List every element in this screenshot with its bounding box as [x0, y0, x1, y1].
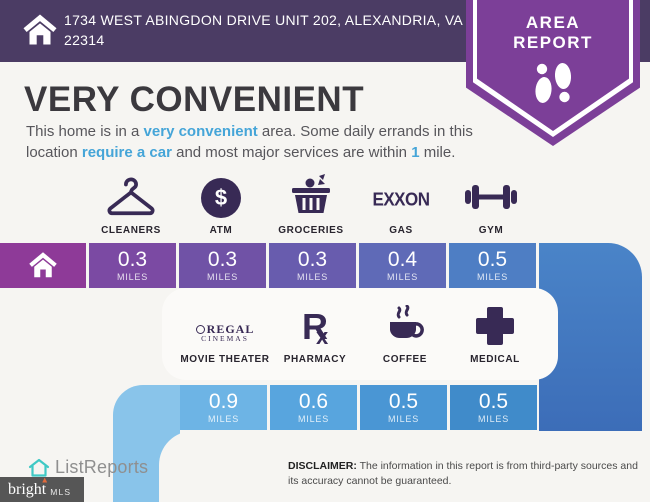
distance-cell: 0.3 MILES: [269, 243, 356, 288]
disclaimer-label: DISCLAIMER:: [288, 460, 357, 472]
badge-line2: REPORT: [513, 33, 593, 53]
listreports-wordmark: ListReports: [55, 457, 149, 477]
distance-unit: MILES: [387, 414, 419, 424]
poi-label: GYM: [478, 225, 504, 236]
summary-pre: This home is in a: [26, 123, 144, 140]
distance-unit: MILES: [207, 414, 239, 424]
distance-cell: 0.5 MILES: [449, 243, 536, 288]
summary-mid2: and most major services are within: [171, 144, 412, 161]
distance-value: 0.5: [388, 390, 419, 413]
summary-text: This home is in a very convenient area. …: [26, 121, 474, 163]
home-icon: [23, 14, 57, 45]
distance-cell: 0.3 MILES: [179, 243, 266, 288]
cinemas-word: CINEMAS: [201, 334, 249, 344]
distance-cell: 0.5 MILES: [450, 385, 537, 430]
rx-r: R: [302, 306, 328, 347]
distance-cell: 0.9 MILES: [180, 385, 267, 430]
route-home-cell: [0, 243, 86, 288]
distance-value: 0.3: [207, 248, 238, 271]
distance-cell: 0.4 MILES: [359, 243, 446, 288]
distance-unit: MILES: [297, 414, 329, 424]
dumbbell-icon: [465, 185, 517, 209]
regal-emblem-icon: [195, 325, 205, 335]
summary-highlight-2: require a car: [81, 144, 172, 161]
poi-label: COFFEE: [382, 354, 428, 365]
distance-value: 0.5: [478, 390, 509, 413]
poi-label: PHARMACY: [283, 354, 347, 365]
disclaimer-body: The information in this report is from t…: [288, 460, 638, 488]
bright-mls-logo: bright MLS: [0, 477, 84, 502]
listreports-house-icon: [28, 458, 50, 477]
summary-post: mile.: [419, 144, 456, 161]
poi-pharmacy: R x PHARMACY: [270, 305, 360, 366]
poi-medical: MEDICAL: [450, 305, 540, 365]
poi-gym: GYM: [446, 170, 536, 236]
poi-atm: $ ATM: [176, 170, 266, 236]
poi-label: CLEANERS: [101, 225, 161, 236]
page-title: VERY CONVENIENT: [24, 80, 365, 119]
bright-wordmark: bright: [8, 477, 48, 499]
summary-highlight-3: 1: [411, 144, 420, 161]
summary-highlight-1: very convenient: [143, 123, 258, 140]
poi-label: GROCERIES: [278, 225, 344, 236]
exxon-logo: EXXON: [372, 189, 430, 210]
regal-cinemas-logo: REGAL CINEMAS: [195, 321, 255, 344]
medical-cross-icon: [476, 307, 514, 345]
property-address: 1734 WEST ABINGDON DRIVE UNIT 202, ALEXA…: [64, 12, 463, 49]
coffee-cup-icon: [390, 305, 424, 339]
distance-value: 0.9: [208, 390, 239, 413]
distance-value: 0.5: [477, 248, 508, 271]
poi-label: MOVIE THEATER: [180, 354, 270, 365]
distance-value: 0.6: [298, 390, 329, 413]
distance-cell: 0.5 MILES: [360, 385, 447, 430]
dollar-sign: $: [214, 185, 228, 210]
area-report-badge: AREA REPORT: [466, 0, 640, 146]
poi-label: MEDICAL: [470, 354, 520, 365]
hanger-icon: [107, 177, 155, 216]
distance-value: 0.3: [297, 248, 328, 271]
regal-word: REGAL: [206, 321, 255, 336]
rx-icon: R x: [295, 306, 335, 350]
rx-x: x: [316, 324, 329, 349]
distance-unit: MILES: [296, 272, 328, 282]
distance-cell: 0.3 MILES: [89, 243, 176, 288]
mls-suffix: MLS: [50, 486, 72, 497]
poi-movie-theater: REGAL CINEMAS MOVIE THEATER: [180, 305, 270, 365]
poi-label: ATM: [209, 225, 233, 236]
poi-gas: EXXON GAS: [356, 170, 446, 236]
bright-tick-icon: [42, 477, 48, 483]
distance-value: 0.4: [387, 248, 418, 271]
listreports-logo: ListReports: [28, 457, 148, 478]
badge-line1: AREA: [525, 13, 581, 32]
basket-icon: [292, 174, 330, 213]
distance-unit: MILES: [116, 272, 148, 282]
distance-unit: MILES: [476, 272, 508, 282]
poi-coffee: COFFEE: [360, 305, 450, 365]
dollar-coin-icon: $: [201, 178, 241, 218]
distance-unit: MILES: [477, 414, 509, 424]
home-icon: [29, 251, 57, 277]
disclaimer-text: DISCLAIMER: The information in this repo…: [288, 459, 640, 489]
distance-unit: MILES: [386, 272, 418, 282]
summary-mid1: area. Some daily errands in this locatio…: [26, 123, 473, 161]
poi-cleaners: CLEANERS: [86, 170, 176, 236]
distance-cell: 0.6 MILES: [270, 385, 357, 430]
poi-label: GAS: [389, 225, 413, 236]
footprints-icon: [535, 63, 572, 103]
distance-unit: MILES: [206, 272, 238, 282]
badge-title: AREA REPORT: [466, 13, 640, 53]
route-corner-mask: [159, 431, 650, 502]
distance-value: 0.3: [117, 248, 148, 271]
poi-groceries: GROCERIES: [266, 170, 356, 236]
